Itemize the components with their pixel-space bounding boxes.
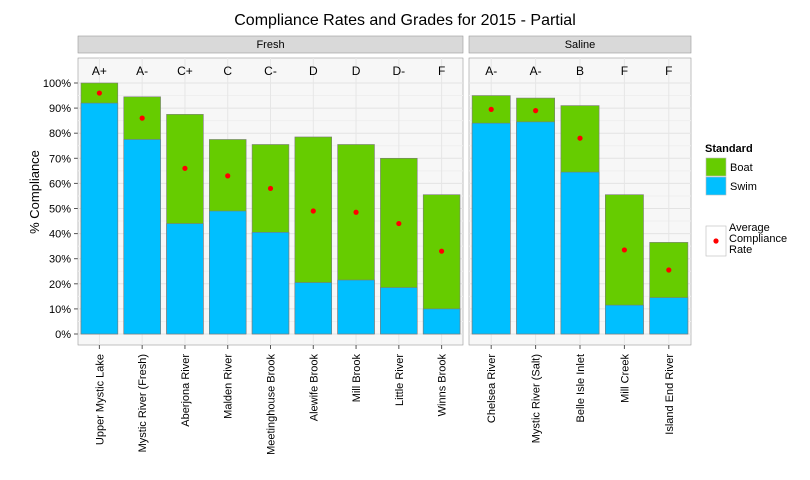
y-tick-label: 100% (43, 78, 71, 90)
grade-label: A+ (92, 64, 107, 78)
average-point (96, 90, 102, 96)
y-tick-label: 50% (49, 204, 71, 216)
grade-label: B (576, 64, 584, 78)
average-point (139, 115, 145, 121)
average-point (533, 108, 539, 114)
y-tick-label: 20% (49, 279, 71, 291)
grade-label: A- (136, 64, 148, 78)
legend-label-average: Compliance (729, 233, 787, 245)
bar-swim (605, 304, 644, 335)
x-tick-label: Mystic River (Fresh) (137, 354, 149, 452)
grade-label: C+ (177, 64, 193, 78)
bar-swim (80, 102, 119, 335)
x-tick-label: Meetinghouse Brook (266, 354, 278, 455)
bar-swim (380, 287, 418, 335)
average-point (353, 209, 359, 215)
bar-swim (560, 171, 600, 335)
legend-key-boat (705, 157, 727, 177)
y-tick-label: 0% (55, 329, 71, 341)
x-tick-label: Aberjona River (180, 354, 192, 427)
grade-label: A- (530, 64, 542, 78)
x-tick-label: Mystic River (Salt) (531, 354, 543, 443)
legend-label-average: Rate (729, 244, 752, 256)
grade-label: D- (392, 64, 405, 78)
average-point (621, 247, 628, 253)
y-tick-label: 60% (49, 178, 71, 190)
average-point (439, 248, 445, 254)
facet-strip-label: Saline (565, 39, 596, 51)
bar-swim (166, 223, 204, 335)
legend-average-point (713, 238, 719, 244)
bar-swim (294, 282, 332, 335)
chart-title: Compliance Rates and Grades for 2015 - P… (234, 12, 576, 29)
bar-swim (337, 279, 375, 335)
y-axis-label: % Compliance (27, 150, 42, 234)
y-tick-label: 30% (49, 254, 71, 266)
grade-label: A- (485, 64, 497, 78)
y-tick-label: 10% (49, 304, 71, 316)
x-tick-label: Little River (394, 354, 406, 406)
grade-label: C- (264, 64, 277, 78)
y-tick-label: 90% (49, 103, 71, 115)
average-point (488, 106, 494, 112)
plot-area: 0% 10% 20% 30% 40% 50% 60% 70% 80% 90% 100% Fresh A+… (43, 35, 692, 455)
grade-label: F (621, 64, 628, 78)
bar-swim (251, 232, 290, 335)
legend-label-average: Average (729, 222, 770, 234)
bar-swim (516, 121, 555, 335)
x-tick-label: Belle Isle Inlet (575, 354, 587, 422)
x-tick-label: Malden River (223, 354, 235, 419)
x-tick-label: Island End River (664, 354, 676, 435)
bar-swim (422, 308, 461, 335)
x-tick-label: Mill Creek (619, 354, 631, 403)
bar-swim (649, 297, 689, 335)
legend-key-swim (705, 176, 727, 196)
average-point (267, 185, 274, 192)
x-tick-label: Upper Mystic Lake (94, 354, 106, 445)
legend-label-swim: Swim (730, 181, 757, 193)
legend-label-boat: Boat (730, 162, 753, 174)
bar-swim (123, 139, 161, 335)
y-tick-label: 80% (49, 128, 71, 140)
average-point (396, 220, 402, 227)
average-point (225, 173, 231, 179)
legend-title: Standard (705, 143, 753, 155)
grade-label: D (352, 64, 361, 78)
x-tick-label: Winns Brook (437, 354, 449, 417)
grade-label: F (438, 64, 445, 78)
facet-strip (77, 35, 464, 54)
x-tick-label: Mill Brook (351, 354, 363, 403)
x-tick-label: Chelsea River (486, 354, 498, 423)
average-point (182, 165, 188, 171)
y-tick-label: 70% (49, 153, 71, 165)
facet-strip-label: Fresh (256, 39, 284, 51)
bar-swim (471, 122, 511, 335)
average-point (666, 267, 672, 273)
y-tick-label: 40% (49, 229, 71, 241)
average-point (577, 135, 583, 141)
x-tick-label: Alewife Brook (308, 354, 320, 422)
facet-strip (468, 35, 692, 54)
grade-label: C (223, 64, 232, 78)
grade-label: F (665, 64, 672, 78)
grade-label: D (309, 64, 318, 78)
bar-swim (209, 210, 247, 335)
average-point (310, 208, 316, 214)
